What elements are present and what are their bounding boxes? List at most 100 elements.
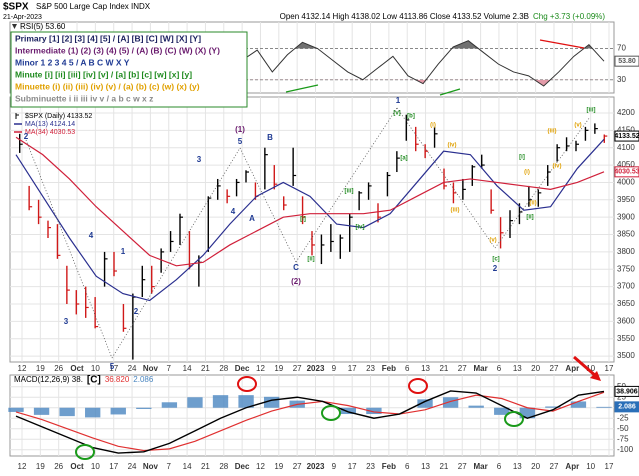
legend-label: MA(13) 4124.14 xyxy=(25,121,75,128)
histogram-bar xyxy=(417,399,433,408)
y-tick-label: 3850 xyxy=(617,230,635,239)
x-tick-label: 20 xyxy=(531,462,540,471)
line xyxy=(15,390,605,454)
wave-label: [i] xyxy=(300,217,306,223)
wave-label: (v) xyxy=(489,238,496,244)
x-tick-label: 17 xyxy=(605,364,614,373)
y-tick-label: -100 xyxy=(617,445,634,454)
value-tag-label: 4133.52 xyxy=(614,133,639,140)
change: Chg +3.73 (+0.09%) xyxy=(533,12,605,21)
date: 21-Apr-2023 xyxy=(3,14,42,21)
x-tick-label: 24 xyxy=(128,462,137,471)
wave-label: 3 xyxy=(64,317,69,326)
line xyxy=(15,136,605,267)
wave-label: (iii) xyxy=(451,208,460,214)
wave-legend-text: Minute [i] [ii] [iii] [iv] [v] / [a] [b]… xyxy=(15,69,192,79)
wave-label: A xyxy=(249,214,255,223)
y-tick-label: 3950 xyxy=(617,195,635,204)
wave-label: 5 xyxy=(238,137,243,146)
x-tick-label: 27 xyxy=(550,364,559,373)
wave-label: [i] xyxy=(519,155,525,161)
wave-label: (i) xyxy=(524,170,530,176)
x-tick-label: 12 xyxy=(18,364,27,373)
y-tick-label: 3600 xyxy=(617,316,635,325)
annotation-circle xyxy=(504,411,524,427)
annotation-line xyxy=(539,39,585,49)
x-tick-label: 17 xyxy=(109,364,118,373)
x-tick-label: 27 xyxy=(550,462,559,471)
x-tick-label: Mar xyxy=(473,364,487,373)
y-tick-label: -50 xyxy=(617,424,629,433)
wave-label: (v) xyxy=(574,123,581,129)
legend-swatch xyxy=(15,113,19,119)
histogram-bar xyxy=(519,407,535,419)
x-tick-label: 12 xyxy=(256,462,265,471)
y-tick-label: 3700 xyxy=(617,282,635,291)
x-tick-label: 6 xyxy=(405,462,410,471)
wave-legend-text: Primary [1] [2] [3] [4] [5] / [A] [B] [C… xyxy=(15,33,201,43)
x-tick-label: 12 xyxy=(256,364,265,373)
histogram-bar xyxy=(570,401,587,408)
x-tick-label: 7 xyxy=(167,462,172,471)
annotation-line xyxy=(439,88,461,96)
wave-label: [v] xyxy=(393,111,400,117)
annotation-arrowhead xyxy=(590,371,601,381)
wave-label: [ii] xyxy=(526,215,533,221)
wave-label: [iii] xyxy=(345,189,354,195)
annotation-circle xyxy=(237,376,257,392)
histogram-bar xyxy=(8,407,24,412)
panel-icon xyxy=(12,24,17,29)
x-tick-label: 6 xyxy=(497,364,502,373)
x-tick-label: 26 xyxy=(54,364,63,373)
line xyxy=(15,391,605,452)
wave-label: 5 xyxy=(110,362,115,371)
annotation-circle xyxy=(408,378,428,394)
wave-legend-text: Subminuette i ii iii iv v / a b c w x z xyxy=(15,93,153,103)
wave-connector xyxy=(239,147,297,263)
histogram-bar xyxy=(212,395,229,408)
x-tick-label: 10 xyxy=(586,364,595,373)
wave-label: [c] xyxy=(492,257,499,263)
annotation-circle xyxy=(75,444,95,460)
wave-label: [ii] xyxy=(307,257,314,263)
x-tick-label: 17 xyxy=(605,462,614,471)
instrument-name: S&P 500 Large Cap Index INDX xyxy=(36,2,151,11)
y-tick-label: 70 xyxy=(617,44,626,53)
wave-label: 2 xyxy=(493,264,498,273)
x-tick-label: 12 xyxy=(18,462,27,471)
histogram-bar xyxy=(238,395,254,408)
histogram-bar xyxy=(494,407,510,415)
histogram-bar xyxy=(161,402,178,408)
value-tag-label: 2.086 xyxy=(618,404,636,411)
line xyxy=(15,138,605,302)
panel-frame xyxy=(9,96,615,363)
panel-title: [C] xyxy=(87,375,101,386)
x-tick-label: 10 xyxy=(586,462,595,471)
x-tick-label: 27 xyxy=(293,462,302,471)
legend-label: MA(34) 4030.53 xyxy=(25,129,75,136)
histogram-bar xyxy=(340,407,357,415)
y-tick-label: 4100 xyxy=(617,143,635,152)
x-tick-label: Oct xyxy=(70,364,84,373)
y-tick-label: 3550 xyxy=(617,334,635,343)
wave-legend-box xyxy=(10,31,248,108)
x-tick-label: 19 xyxy=(274,364,283,373)
value-tag-label: 38.906 xyxy=(616,388,638,395)
y-tick-label: 4050 xyxy=(617,160,635,169)
histogram-bar xyxy=(263,396,280,408)
legend-label: $SPX (Daily) 4133.52 xyxy=(25,113,92,120)
x-tick-label: 7 xyxy=(167,364,172,373)
wave-label: (i) xyxy=(430,123,436,129)
x-tick-label: Feb xyxy=(382,364,396,373)
wave-connector xyxy=(111,147,241,359)
panel-frame xyxy=(9,21,615,94)
wave-label: 4 xyxy=(231,207,236,216)
wave-label: (ii) xyxy=(529,201,536,207)
x-tick-label: 19 xyxy=(36,364,45,373)
value-tag xyxy=(614,130,639,142)
x-tick-label: 21 xyxy=(439,364,448,373)
x-tick-label: 6 xyxy=(405,364,410,373)
wave-label: (iv) xyxy=(553,164,562,170)
x-tick-label: 10 xyxy=(91,462,100,471)
x-tick-label: 19 xyxy=(36,462,45,471)
